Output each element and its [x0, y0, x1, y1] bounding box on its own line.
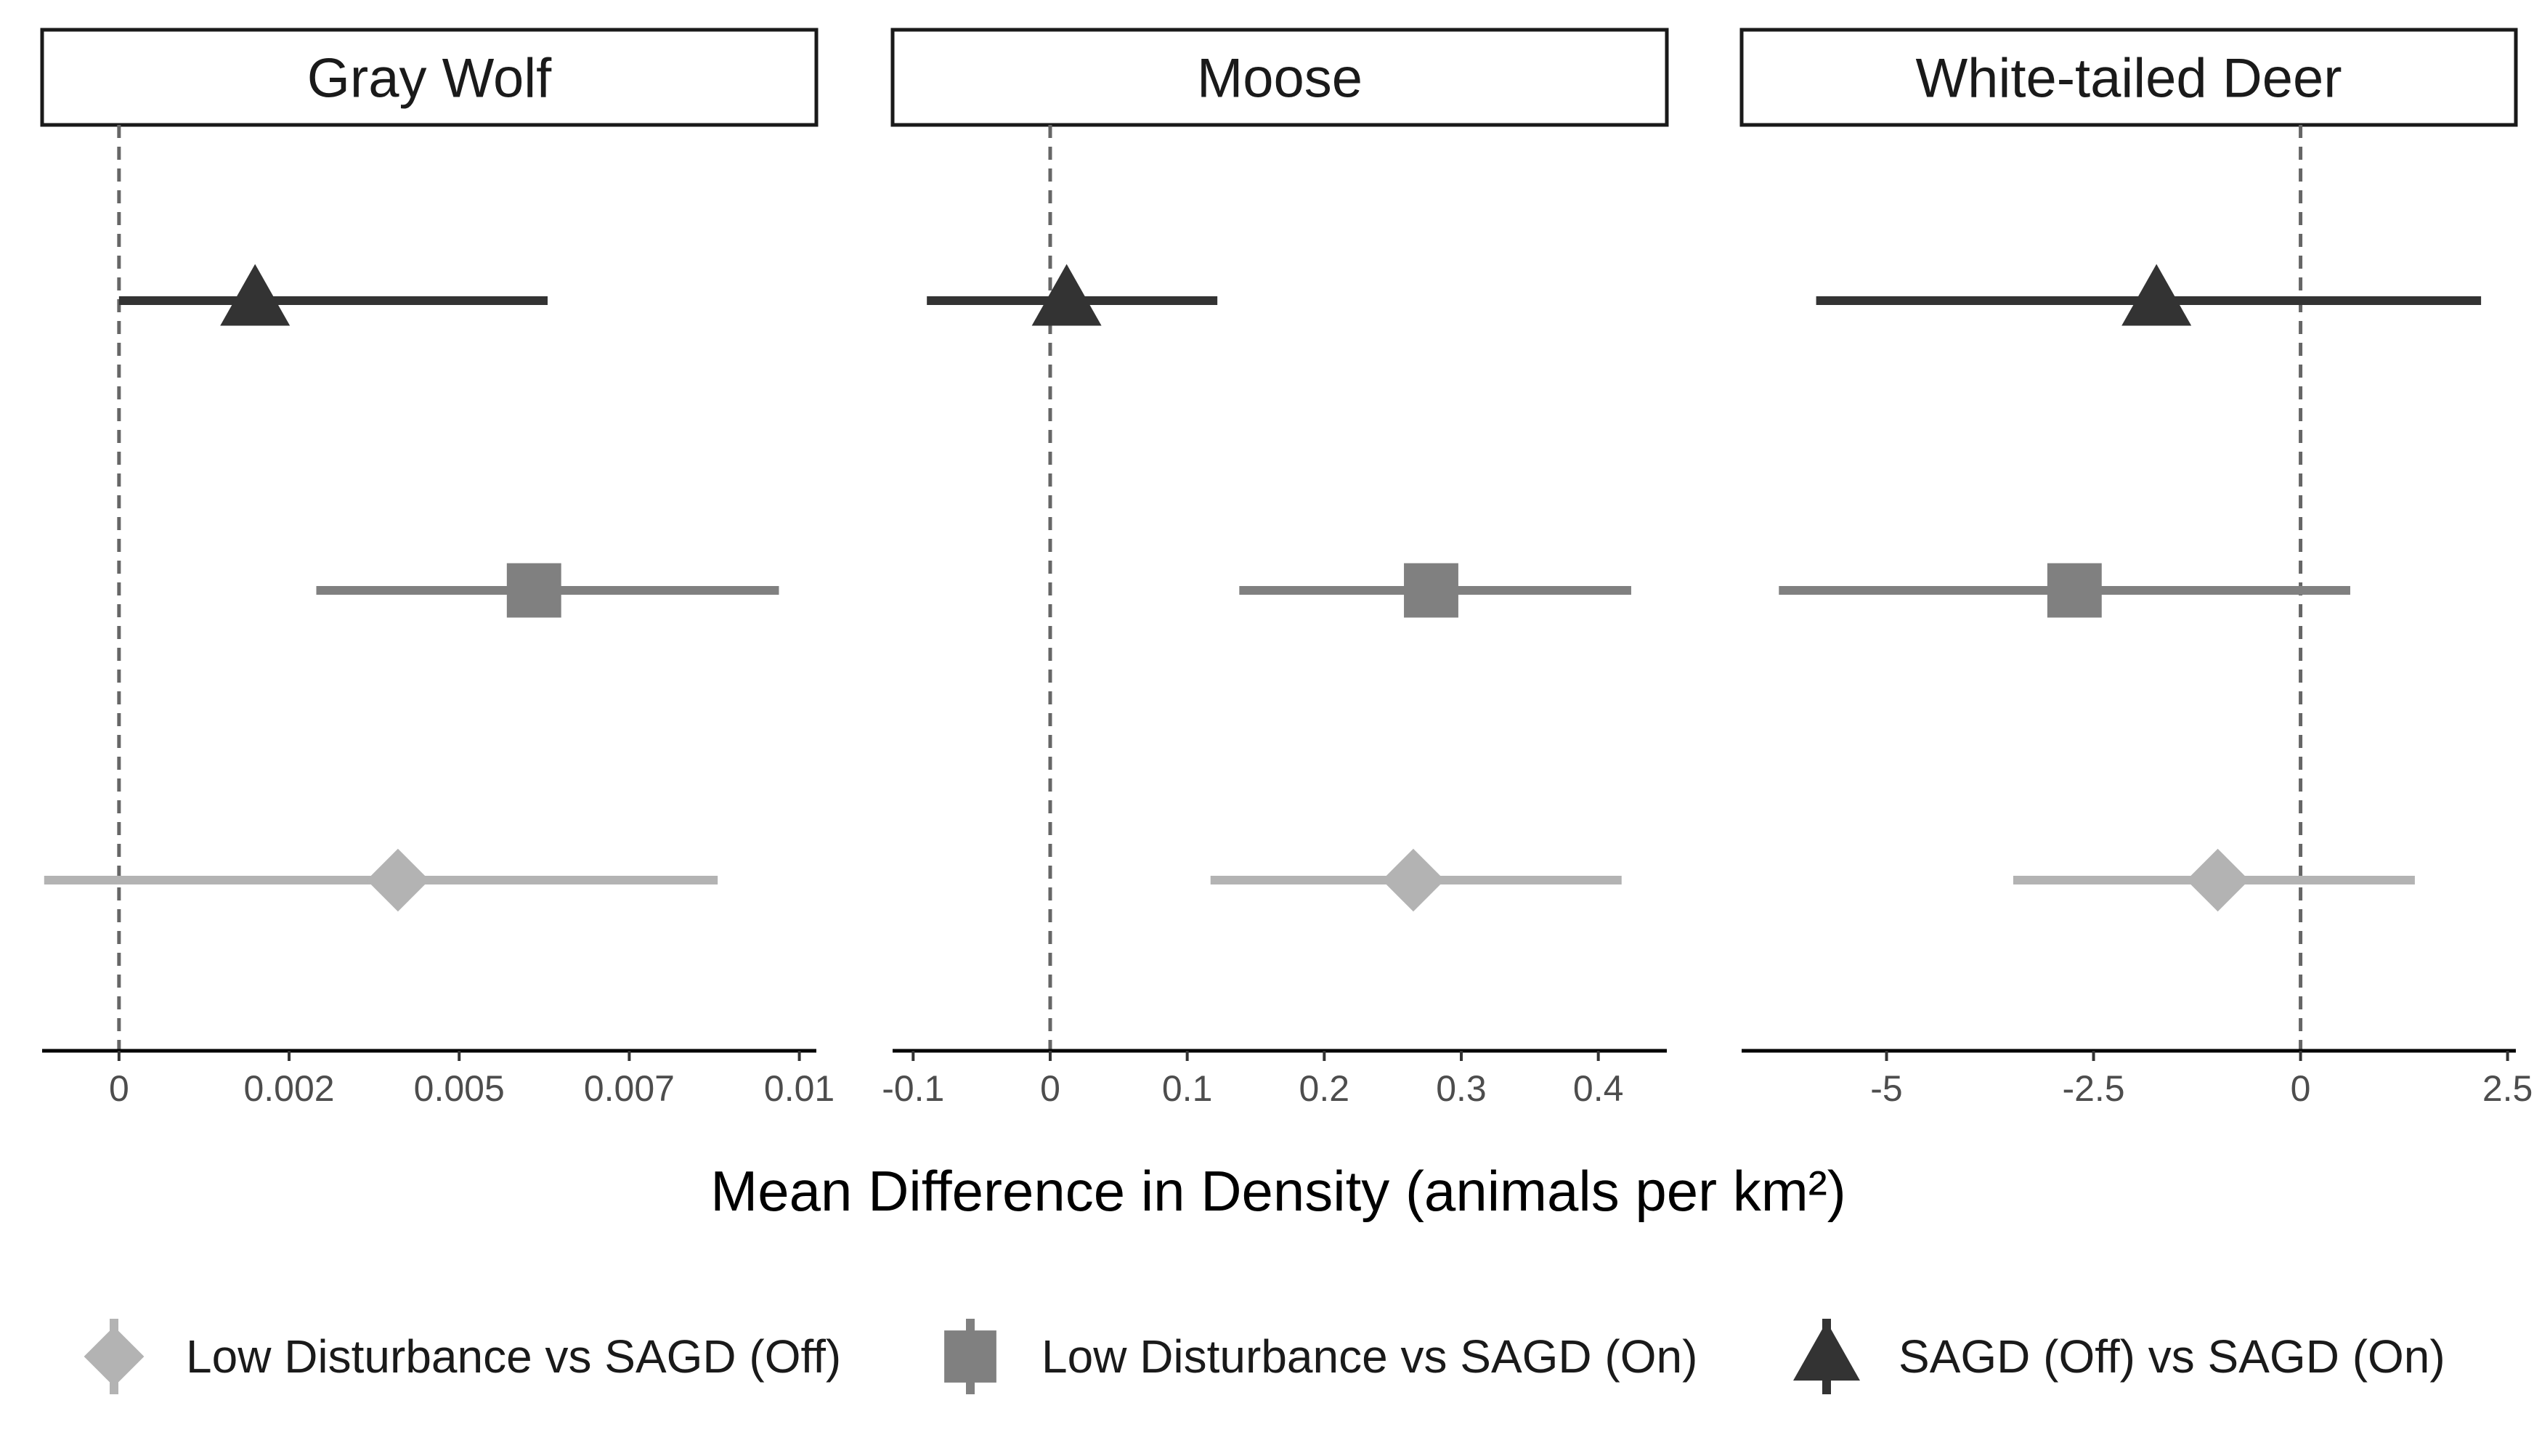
x-tick-label-white-tailed-deer-3: 2.5: [2482, 1068, 2533, 1109]
x-tick-label-gray-wolf-2: 0.005: [414, 1068, 505, 1109]
legend-item-sagd-off-vs-sagd-on: SAGD (Off) vs SAGD (On): [1793, 1319, 2445, 1394]
legend-key-diamond-icon: [84, 1326, 145, 1387]
legend-label-2: SAGD (Off) vs SAGD (On): [1899, 1330, 2445, 1383]
legend-label-1: Low Disturbance vs SAGD (On): [1041, 1330, 1697, 1383]
x-axis-title: Mean Difference in Density (animals per …: [710, 1159, 1845, 1223]
legend-key-triangle-icon: [1793, 1321, 1860, 1381]
x-tick-label-gray-wolf-4: 0.01: [764, 1068, 835, 1109]
point-white-tailed-deer-sagd-off-vs-sagd-on: [2121, 264, 2192, 326]
x-tick-label-white-tailed-deer-0: -5: [1870, 1068, 1902, 1109]
x-tick-label-moose-3: 0.2: [1299, 1068, 1350, 1109]
point-gray-wolf-low-disturbance-vs-sagd-off: [366, 848, 430, 912]
legend-item-low-disturbance-vs-sagd-off: Low Disturbance vs SAGD (Off): [84, 1319, 841, 1394]
x-tick-label-moose-4: 0.3: [1436, 1068, 1487, 1109]
x-tick-label-gray-wolf-1: 0.002: [243, 1068, 334, 1109]
strip-title-white-tailed-deer: White-tailed Deer: [1915, 48, 2342, 110]
x-tick-label-white-tailed-deer-2: 0: [2291, 1068, 2311, 1109]
panels-layer: Gray Wolf 0 0.002 0.005 0.007 0.01 Moose -0.1 0 0…: [40, 28, 2533, 1109]
point-gray-wolf-low-disturbance-vs-sagd-on: [506, 563, 561, 618]
strip-title-moose: Moose: [1197, 48, 1363, 110]
legend: Low Disturbance vs SAGD (Off) Low Disturb…: [84, 1319, 2445, 1394]
x-tick-label-moose-5: 0.4: [1573, 1068, 1624, 1109]
panel-gray-wolf: Gray Wolf 0 0.002 0.005 0.007 0.01: [40, 28, 835, 1109]
point-moose-low-disturbance-vs-sagd-off: [1381, 848, 1445, 912]
strip-white-tailed-deer: [1739, 28, 2518, 127]
point-moose-low-disturbance-vs-sagd-on: [1404, 563, 1458, 618]
x-tick-label-moose-0: -0.1: [882, 1068, 944, 1109]
point-moose-sagd-off-vs-sagd-on: [1031, 264, 1102, 326]
legend-key-square-icon: [944, 1330, 996, 1383]
strip-moose: [890, 28, 1669, 127]
panel-moose: Moose -0.1 0 0.1 0.2 0.3 0.4: [882, 28, 1669, 1109]
x-tick-label-gray-wolf-0: 0: [109, 1068, 129, 1109]
legend-label-0: Low Disturbance vs SAGD (Off): [186, 1330, 841, 1383]
legend-item-low-disturbance-vs-sagd-on: Low Disturbance vs SAGD (On): [944, 1319, 1697, 1394]
strip-gray-wolf: [40, 28, 819, 127]
point-white-tailed-deer-low-disturbance-vs-sagd-on: [2047, 563, 2102, 618]
point-gray-wolf-sagd-off-vs-sagd-on: [220, 264, 291, 326]
x-tick-label-gray-wolf-3: 0.007: [584, 1068, 675, 1109]
point-white-tailed-deer-low-disturbance-vs-sagd-off: [2186, 848, 2249, 912]
strip-title-gray-wolf: Gray Wolf: [307, 48, 552, 110]
x-tick-label-moose-1: 0: [1040, 1068, 1060, 1109]
x-tick-label-moose-2: 0.1: [1162, 1068, 1213, 1109]
panel-white-tailed-deer: White-tailed Deer -5 -2.5 0 2.5: [1739, 28, 2533, 1109]
x-tick-label-white-tailed-deer-1: -2.5: [2062, 1068, 2124, 1109]
